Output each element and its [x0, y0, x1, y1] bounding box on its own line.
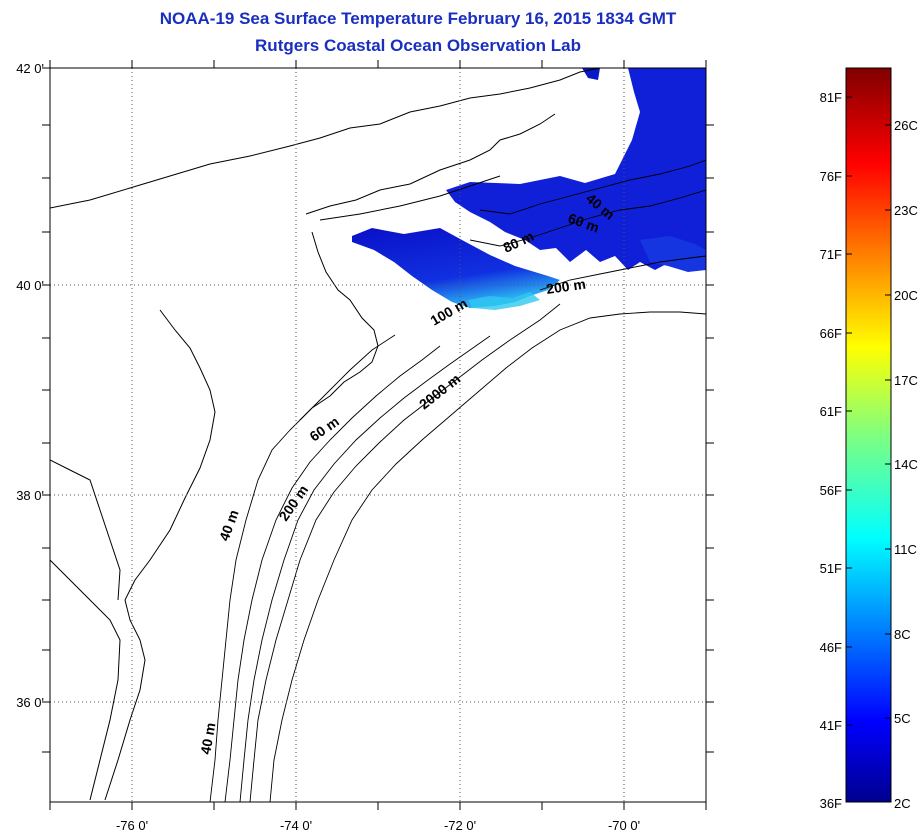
- isobath-60m: [224, 345, 441, 802]
- isobath-layer: [209, 159, 706, 802]
- colorbar-c-label: 11C: [894, 542, 917, 557]
- colorbar-c-label: 14C: [894, 457, 918, 472]
- colorbar-f-label: 66F: [819, 326, 842, 341]
- colorbar: [845, 67, 892, 803]
- lon-label: -72 0': [443, 818, 477, 833]
- lat-label: 36 0': [16, 695, 44, 710]
- colorbar-f-label: 81F: [819, 90, 842, 105]
- lon-label: -70 0': [607, 818, 641, 833]
- colorbar-c-label: 23C: [894, 203, 918, 218]
- isobath-label: 40 m: [197, 721, 218, 755]
- isobath-label: 60 m: [307, 413, 342, 444]
- coastline-delmarva: [104, 309, 216, 801]
- colorbar-f-label: 51F: [819, 561, 842, 576]
- isobath-shelf-north-200m: [539, 255, 706, 291]
- colorbar-c-label: 17C: [894, 373, 918, 388]
- coastline-nj-shore: [299, 231, 379, 421]
- map-title: NOAA-19 Sea Surface Temperature February…: [159, 9, 677, 28]
- isobath-shelf-north-60m: [479, 159, 706, 215]
- sst-patch-light: [468, 292, 540, 310]
- coastline: [50, 68, 601, 209]
- colorbar-c-label: 26C: [894, 118, 918, 133]
- lon-label: -74 0': [279, 818, 313, 833]
- sst-patch-northeast: [446, 68, 706, 270]
- colorbar-c-label: 2C: [894, 796, 911, 811]
- sst-patch-central: [352, 228, 560, 308]
- isobath-label: 2000 m: [416, 371, 463, 413]
- colorbar-f-label: 76F: [819, 169, 842, 184]
- isobath-200m: [249, 303, 561, 802]
- coastline-virginia: [50, 559, 121, 801]
- colorbar-c-label: 20C: [894, 288, 918, 303]
- lon-label: -76 0': [115, 818, 149, 833]
- lat-label: 38 0': [16, 488, 44, 503]
- isobath-label: 200 m: [275, 482, 311, 524]
- isobath-label: 200 m: [545, 276, 587, 297]
- colorbar-c-label: 8C: [894, 627, 911, 642]
- colorbar-gradient: [845, 67, 892, 803]
- isobath-shelf-north-80m: [469, 189, 706, 247]
- coastline-long-island: [319, 175, 501, 221]
- coastline-layer: [50, 68, 601, 801]
- isobath-label-group: 40 m 60 m 80 m 100 m 200 m 2000 m 60 m 2…: [197, 190, 618, 755]
- map-frame: [42, 60, 714, 810]
- colorbar-f-label: 71F: [819, 247, 842, 262]
- coastline-chesapeake-west: [50, 459, 121, 601]
- coastline-nj-ny: [305, 113, 556, 215]
- isobath-100m: [239, 335, 491, 802]
- isobath-label: 40 m: [216, 508, 242, 543]
- lat-label: 42 0': [16, 61, 44, 76]
- isobath-40m: [209, 334, 396, 802]
- sst-data-layer: [352, 68, 706, 310]
- colorbar-f-label: 41F: [819, 718, 842, 733]
- colorbar-f-label: 56F: [819, 483, 842, 498]
- lat-label: 40 0': [16, 278, 44, 293]
- colorbar-f-label: 36F: [819, 796, 842, 811]
- grid-layer: [50, 68, 706, 802]
- isobath-2000m: [269, 311, 706, 802]
- colorbar-f-label: 46F: [819, 640, 842, 655]
- map-subtitle: Rutgers Coastal Ocean Observation Lab: [255, 36, 581, 55]
- colorbar-c-label: 5C: [894, 711, 911, 726]
- colorbar-f-label: 61F: [819, 404, 842, 419]
